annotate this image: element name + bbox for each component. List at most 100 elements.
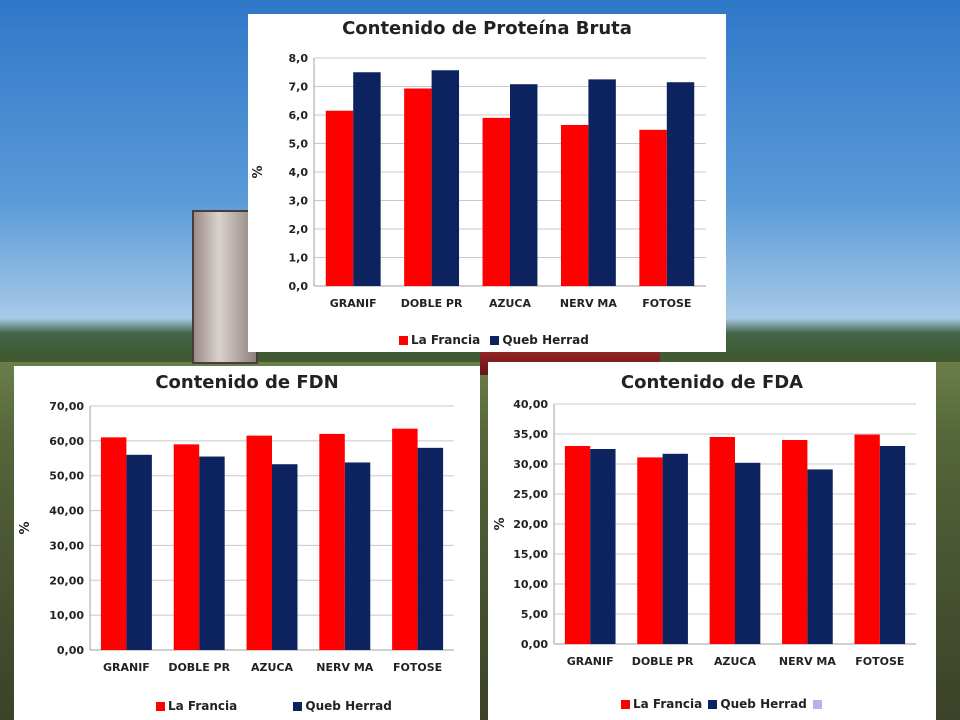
bar-la-francia <box>709 437 735 644</box>
bar-la-francia <box>637 457 663 644</box>
bar-queb-herrad <box>344 462 371 650</box>
bar-queb-herrad <box>510 84 538 286</box>
bar-la-francia <box>639 129 667 286</box>
chart-panel-fdn: Contenido de FDN 0,00 10,00 20,00 30,00 40,0… <box>14 366 480 720</box>
x-tick-label: DOBLE PR <box>401 297 463 310</box>
bar-queb-herrad <box>417 447 444 650</box>
x-tick-label: NERV MA <box>316 661 373 674</box>
bar-la-francia <box>392 428 418 650</box>
legend-item-la-francia: La Francia <box>621 697 702 711</box>
bar-queb-herrad <box>807 469 833 644</box>
x-tick-label: AZUCA <box>251 661 293 674</box>
x-tick-label: NERV MA <box>560 297 617 310</box>
bar-queb-herrad <box>590 449 616 644</box>
legend-item-queb-herrad: Queb Herrad <box>490 333 589 347</box>
legend-swatch <box>490 336 500 345</box>
bar-la-francia <box>404 88 432 287</box>
y-tick-label: 30,00 <box>49 539 84 552</box>
bar-queb-herrad <box>126 454 152 650</box>
y-tick-label: 20,00 <box>513 518 548 531</box>
y-tick-label: 4,0 <box>289 166 309 179</box>
y-axis-label: % <box>251 165 266 178</box>
x-tick-label: AZUCA <box>489 297 531 310</box>
y-tick-label: 20,00 <box>49 574 84 587</box>
x-tick-label: DOBLE PR <box>632 655 694 668</box>
bar-la-francia <box>854 434 880 644</box>
bar-la-francia <box>560 124 589 286</box>
chart-legend: La Francia Queb Herrad <box>399 333 595 347</box>
legend-item-queb-herrad: Queb Herrad <box>293 699 392 713</box>
y-tick-label: 10,00 <box>513 578 548 591</box>
y-tick-label: 2,0 <box>289 223 309 236</box>
x-tick-label: AZUCA <box>714 655 756 668</box>
bar-queb-herrad <box>588 79 616 286</box>
chart-title: Contenido de FDA <box>620 372 804 393</box>
x-tick-label: GRANIF <box>567 655 614 668</box>
x-tick-label: FOTOSE <box>393 661 442 674</box>
bar-la-francia <box>325 110 354 286</box>
x-tick-label: FOTOSE <box>855 655 904 668</box>
y-tick-label: 15,00 <box>513 548 548 561</box>
bar-la-francia <box>246 435 272 650</box>
legend-item-empty-series <box>812 697 825 711</box>
legend-label: La Francia <box>633 697 703 711</box>
y-tick-label: 5,00 <box>521 608 548 621</box>
x-tick-label: NERV MA <box>779 655 836 668</box>
y-tick-label: 30,00 <box>513 458 548 471</box>
chart-panel-fda: Contenido de FDA 0,00 5,00 10,00 15,00 20,00… <box>488 362 936 720</box>
legend-label: Queb Herrad <box>305 699 392 713</box>
y-tick-label: 40,00 <box>513 398 548 411</box>
y-tick-label: 25,00 <box>513 488 548 501</box>
chart-legend: La Francia Queb Herrad <box>156 699 398 713</box>
bar-queb-herrad <box>199 456 225 650</box>
y-tick-label: 0,00 <box>521 638 548 651</box>
bar-queb-herrad <box>879 446 906 644</box>
legend-swatch <box>293 702 303 711</box>
y-tick-label: 0,0 <box>289 280 309 293</box>
y-tick-label: 3,0 <box>289 195 309 208</box>
x-tick-label: GRANIF <box>103 661 150 674</box>
x-tick-label: DOBLE PR <box>168 661 230 674</box>
bar-queb-herrad <box>662 453 688 644</box>
background-truck <box>192 210 258 364</box>
y-axis-label: % <box>493 517 508 530</box>
y-tick-label: 0,00 <box>57 644 84 657</box>
bar-la-francia <box>564 446 591 644</box>
bar-la-francia <box>782 440 808 644</box>
y-tick-label: 10,00 <box>49 609 84 622</box>
legend-label: La Francia <box>168 699 238 713</box>
chart-title: Contenido de Proteína Bruta <box>342 18 632 39</box>
y-tick-label: 70,00 <box>49 400 84 413</box>
legend-item-la-francia: La Francia <box>399 333 480 347</box>
y-tick-label: 5,0 <box>289 138 309 151</box>
bar-queb-herrad <box>272 464 298 650</box>
bar-queb-herrad <box>431 70 460 286</box>
x-tick-label: FOTOSE <box>642 297 691 310</box>
y-tick-label: 6,0 <box>289 109 309 122</box>
bar-la-francia <box>482 117 510 286</box>
legend-swatch <box>812 700 822 709</box>
chart-fda-svg: 0,00 5,00 10,00 15,00 20,00 25,00 30,00 35,00 40… <box>493 398 916 668</box>
legend-swatch <box>621 700 630 709</box>
legend-label: La Francia <box>411 333 481 347</box>
legend-swatch <box>399 336 408 345</box>
legend-label: Queb Herrad <box>720 697 807 711</box>
x-tick-label: GRANIF <box>330 297 377 310</box>
chart-panel-protein: Contenido de Proteína Bruta 0,0 1,0 2,0 3,0… <box>248 14 726 352</box>
chart-protein-svg: 0,0 1,0 2,0 3,0 4,0 5,0 6,0 7,0 8,0% GRANIF DOBLE … <box>251 52 706 310</box>
legend-swatch <box>156 702 165 711</box>
legend-label: Queb Herrad <box>502 333 589 347</box>
bar-queb-herrad <box>735 462 761 644</box>
bar-queb-herrad <box>353 72 381 286</box>
y-tick-label: 8,0 <box>289 52 309 65</box>
legend-item-queb-herrad: Queb Herrad <box>708 697 807 711</box>
legend-swatch <box>708 700 718 709</box>
chart-fdn-svg: 0,00 10,00 20,00 30,00 40,00 50,00 60,00 70,00%… <box>18 400 454 674</box>
chart-title: Contenido de FDN <box>155 372 339 393</box>
y-tick-label: 35,00 <box>513 428 548 441</box>
bar-la-francia <box>173 444 200 650</box>
y-axis-label: % <box>18 521 33 534</box>
bar-queb-herrad <box>666 82 695 286</box>
y-tick-label: 40,00 <box>49 505 84 518</box>
legend-item-la-francia: La Francia <box>156 699 237 713</box>
